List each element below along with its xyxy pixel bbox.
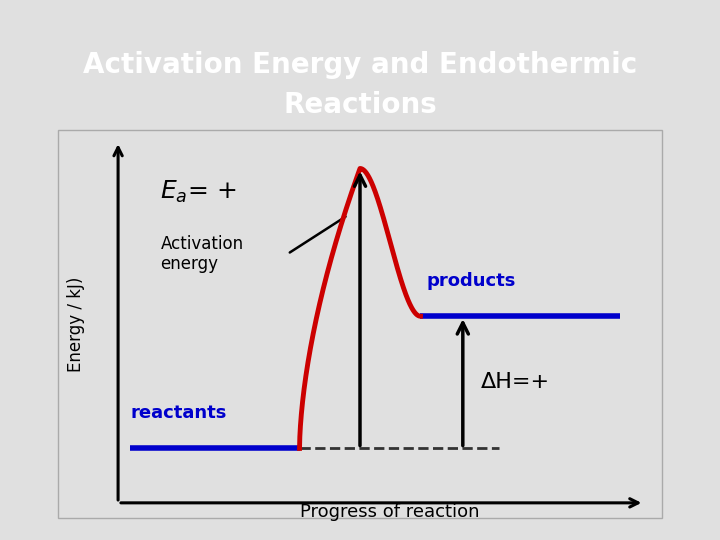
Text: Reactions: Reactions (283, 91, 437, 119)
Text: products: products (426, 272, 516, 290)
Text: Progress of reaction: Progress of reaction (300, 503, 480, 521)
Text: Activation
energy: Activation energy (161, 234, 243, 273)
Text: ΔH=+: ΔH=+ (481, 372, 550, 393)
Text: Activation Energy and Endothermic: Activation Energy and Endothermic (83, 51, 637, 79)
Text: $E_a$= +: $E_a$= + (161, 179, 237, 205)
Text: reactants: reactants (130, 404, 227, 422)
Text: Energy / kJ): Energy / kJ) (67, 276, 85, 372)
